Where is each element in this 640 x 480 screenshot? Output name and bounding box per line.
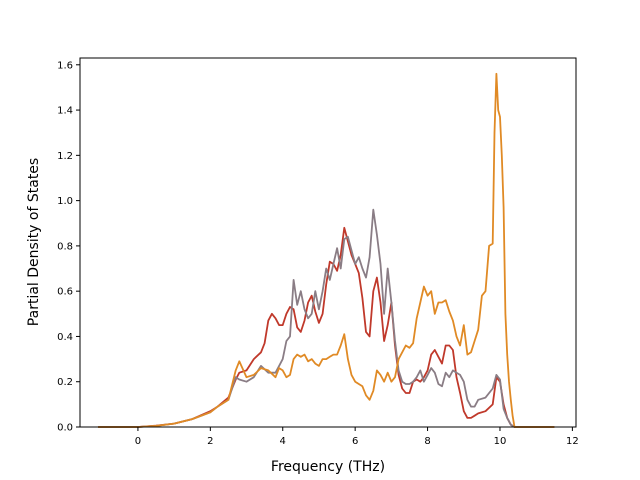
x-axis: 0 2 4 6 8 10 12 [135,427,579,447]
series-line-1 [98,226,555,428]
y-tick-label: 1.4 [57,106,73,117]
y-axis: 0.0 0.2 0.4 0.6 0.8 1.0 1.2 1.4 1.6 [57,60,80,434]
x-tick-label: 6 [352,436,358,447]
y-tick-label: 0.4 [57,332,73,343]
y-tick-label: 1.2 [57,151,73,162]
x-tick-label: 4 [280,436,286,447]
plot-lines [98,72,555,428]
y-axis-label: Partial Density of States [26,158,42,326]
y-tick-label: 0.2 [57,377,73,388]
x-tick-label: 10 [494,436,507,447]
y-tick-label: 0.6 [57,287,73,298]
y-tick-label: 1.0 [57,196,73,207]
x-tick-label: 2 [207,436,213,447]
x-tick-label: 12 [566,436,579,447]
plot-frame [79,57,577,428]
series-line-3 [98,72,555,428]
y-tick-label: 0.8 [57,241,73,252]
x-axis-label: Frequency (THz) [271,459,385,475]
x-tick-label: 0 [135,436,141,447]
series-line-2 [98,208,555,428]
y-tick-label: 0.0 [57,423,73,434]
y-tick-label: 1.6 [57,60,73,71]
x-tick-label: 8 [424,436,430,447]
